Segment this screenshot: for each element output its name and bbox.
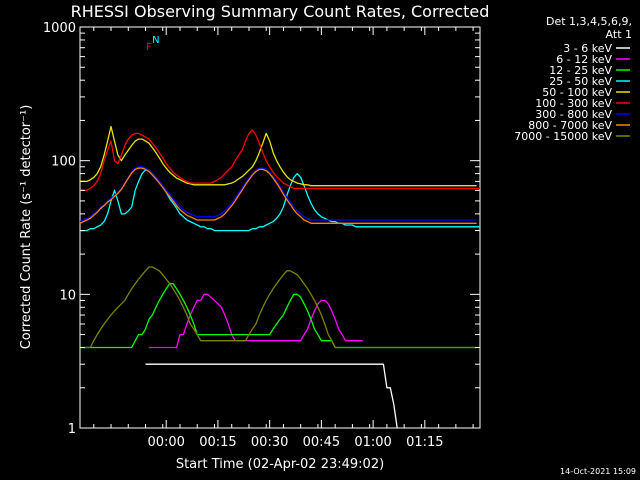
y-axis-label: Corrected Count Rate (s⁻¹ detector⁻¹) xyxy=(19,105,34,350)
series-line-7 xyxy=(79,167,477,224)
legend-label-6: 300 - 800 keV xyxy=(535,108,612,121)
x-tick-label: 00:15 xyxy=(199,435,236,450)
x-tick-label: 01:15 xyxy=(406,435,443,450)
legend-label-1: 6 - 12 keV xyxy=(556,53,612,66)
series-line-0 xyxy=(145,363,398,429)
x-tick-label: 00:30 xyxy=(251,435,288,450)
annotation-label-F: F xyxy=(146,42,152,53)
legend-label-7: 800 - 7000 keV xyxy=(528,119,612,132)
annotation-label-N: N xyxy=(152,35,159,46)
series-line-5 xyxy=(80,129,480,191)
y-tick-label: 10 xyxy=(59,288,76,303)
legend-label-4: 50 - 100 keV xyxy=(542,86,612,99)
plot-frame xyxy=(79,26,481,429)
y-tick-label: 100 xyxy=(51,155,76,170)
x-axis-label: Start Time (02-Apr-02 23:49:02) xyxy=(176,457,384,472)
timestamp: 14-Oct-2021 15:09 xyxy=(560,467,636,476)
series-line-1 xyxy=(149,293,363,349)
series-line-6 xyxy=(79,166,477,223)
annotation-layer: NF xyxy=(146,35,160,53)
legend-header-line2: Att 1 xyxy=(606,28,632,41)
legend-header-line1: Det 1,3,4,5,6,9, xyxy=(546,15,632,28)
series-line-4 xyxy=(80,125,477,187)
y-axis: 1 10 100 1000 xyxy=(43,21,480,437)
plot-area: NF xyxy=(79,26,481,429)
x-tick-label: 00:00 xyxy=(147,435,184,450)
legend-label-8: 7000 - 15000 keV xyxy=(514,130,612,143)
series-line-8 xyxy=(80,266,480,349)
legend-label-3: 25 - 50 keV xyxy=(549,75,612,88)
chart-title: RHESSI Observing Summary Count Rates, Co… xyxy=(71,2,490,21)
x-tick-label: 00:45 xyxy=(303,435,340,450)
series-layer xyxy=(79,125,480,429)
y-tick-label: 1 xyxy=(68,422,76,437)
x-tick-label: 01:00 xyxy=(354,435,391,450)
legend-label-0: 3 - 6 keV xyxy=(563,42,612,55)
x-axis: 00:00 00:15 00:30 00:45 01:00 01:15 xyxy=(93,27,474,450)
legend-label-2: 12 - 25 keV xyxy=(549,64,612,77)
legend-label-5: 100 - 300 keV xyxy=(535,97,612,110)
y-tick-label: 1000 xyxy=(43,21,76,36)
series-line-2 xyxy=(80,283,477,349)
